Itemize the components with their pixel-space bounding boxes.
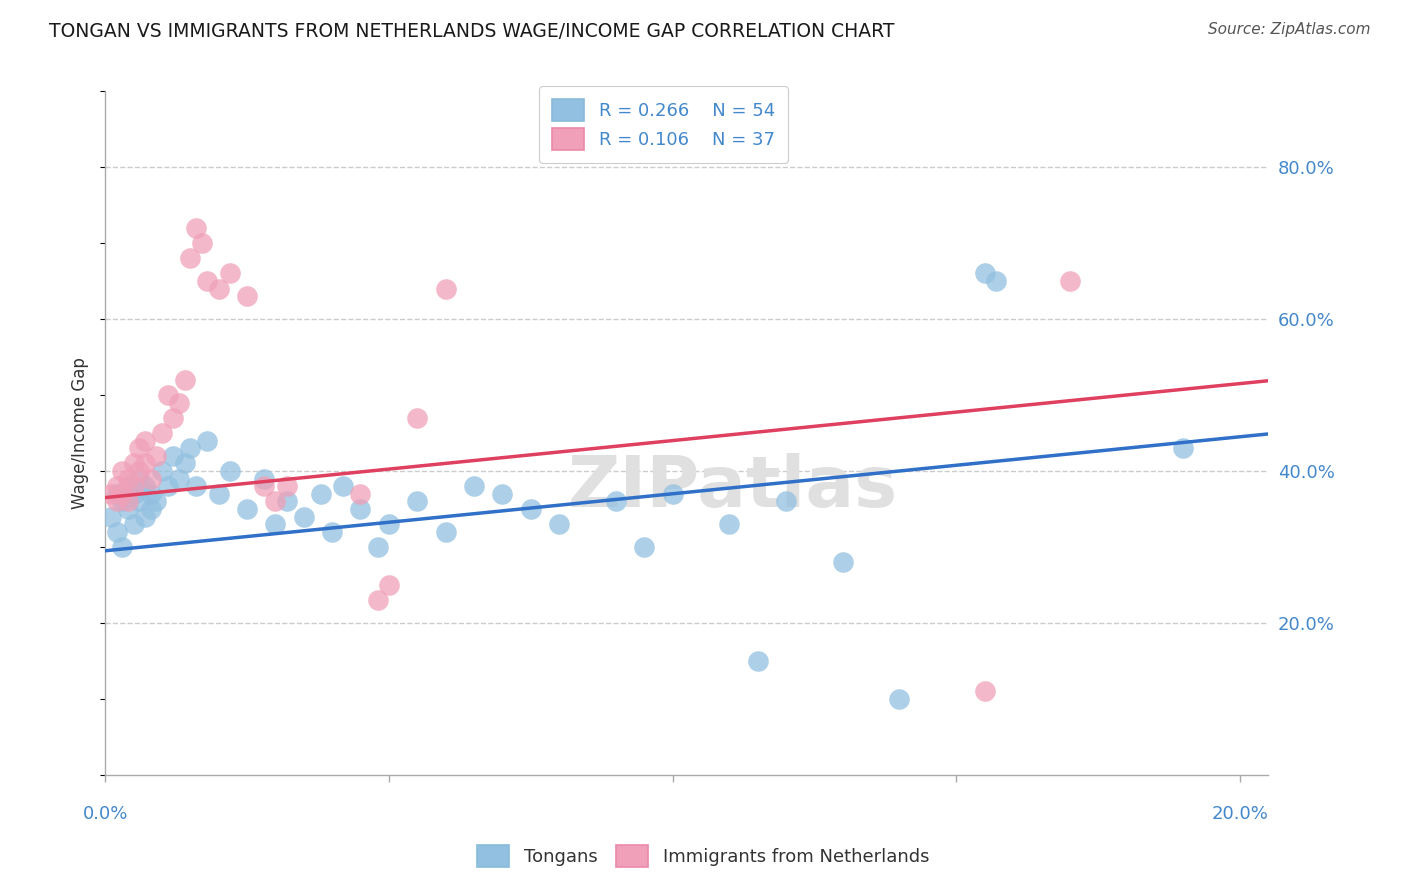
Text: Source: ZipAtlas.com: Source: ZipAtlas.com	[1208, 22, 1371, 37]
Point	[378, 578, 401, 592]
Point	[100, 487, 122, 501]
Point	[253, 479, 276, 493]
Point	[195, 434, 218, 448]
Point	[122, 456, 145, 470]
Point	[434, 524, 457, 539]
Point	[122, 517, 145, 532]
Point	[167, 472, 190, 486]
Point	[190, 235, 212, 250]
Point	[1059, 274, 1081, 288]
Point	[378, 517, 401, 532]
Point	[309, 487, 332, 501]
Text: 0.0%: 0.0%	[83, 805, 128, 823]
Point	[195, 274, 218, 288]
Point	[117, 479, 139, 493]
Point	[463, 479, 485, 493]
Point	[219, 267, 242, 281]
Point	[100, 509, 122, 524]
Point	[973, 267, 995, 281]
Point	[150, 425, 173, 440]
Point	[179, 251, 201, 265]
Point	[128, 464, 150, 478]
Point	[264, 517, 287, 532]
Point	[184, 479, 207, 493]
Point	[111, 540, 134, 554]
Text: ZIPatlas: ZIPatlas	[568, 453, 898, 522]
Point	[349, 502, 371, 516]
Point	[105, 479, 128, 493]
Text: TONGAN VS IMMIGRANTS FROM NETHERLANDS WAGE/INCOME GAP CORRELATION CHART: TONGAN VS IMMIGRANTS FROM NETHERLANDS WA…	[49, 22, 894, 41]
Point	[219, 464, 242, 478]
Point	[276, 479, 298, 493]
Point	[236, 502, 259, 516]
Point	[111, 494, 134, 508]
Point	[134, 509, 156, 524]
Point	[548, 517, 571, 532]
Point	[111, 487, 134, 501]
Point	[775, 494, 797, 508]
Point	[434, 282, 457, 296]
Point	[156, 388, 179, 402]
Point	[491, 487, 513, 501]
Point	[184, 220, 207, 235]
Point	[122, 487, 145, 501]
Point	[349, 487, 371, 501]
Point	[134, 456, 156, 470]
Point	[128, 441, 150, 455]
Point	[179, 441, 201, 455]
Point	[162, 449, 184, 463]
Point	[889, 692, 911, 706]
Legend: Tongans, Immigrants from Netherlands: Tongans, Immigrants from Netherlands	[470, 838, 936, 874]
Point	[105, 494, 128, 508]
Point	[156, 479, 179, 493]
Point	[167, 395, 190, 409]
Point	[1171, 441, 1194, 455]
Point	[173, 456, 195, 470]
Point	[117, 494, 139, 508]
Point	[747, 654, 769, 668]
Point	[139, 502, 162, 516]
Point	[139, 472, 162, 486]
Point	[173, 373, 195, 387]
Point	[145, 449, 167, 463]
Point	[122, 479, 145, 493]
Point	[633, 540, 655, 554]
Point	[208, 487, 231, 501]
Point	[139, 487, 162, 501]
Point	[128, 472, 150, 486]
Point	[128, 494, 150, 508]
Point	[162, 410, 184, 425]
Point	[134, 479, 156, 493]
Point	[105, 487, 128, 501]
Point	[321, 524, 343, 539]
Point	[208, 282, 231, 296]
Point	[117, 472, 139, 486]
Point	[519, 502, 541, 516]
Point	[134, 434, 156, 448]
Point	[406, 410, 429, 425]
Point	[264, 494, 287, 508]
Legend: R = 0.266    N = 54, R = 0.106    N = 37: R = 0.266 N = 54, R = 0.106 N = 37	[538, 87, 787, 163]
Point	[253, 472, 276, 486]
Point	[973, 684, 995, 698]
Point	[111, 464, 134, 478]
Point	[831, 555, 853, 569]
Point	[661, 487, 683, 501]
Point	[117, 502, 139, 516]
Point	[332, 479, 354, 493]
Point	[367, 593, 389, 607]
Y-axis label: Wage/Income Gap: Wage/Income Gap	[72, 357, 89, 509]
Point	[145, 494, 167, 508]
Point	[150, 464, 173, 478]
Point	[367, 540, 389, 554]
Text: 20.0%: 20.0%	[1212, 805, 1268, 823]
Point	[292, 509, 315, 524]
Point	[276, 494, 298, 508]
Point	[105, 524, 128, 539]
Point	[984, 274, 1007, 288]
Point	[718, 517, 741, 532]
Point	[406, 494, 429, 508]
Point	[605, 494, 627, 508]
Point	[236, 289, 259, 303]
